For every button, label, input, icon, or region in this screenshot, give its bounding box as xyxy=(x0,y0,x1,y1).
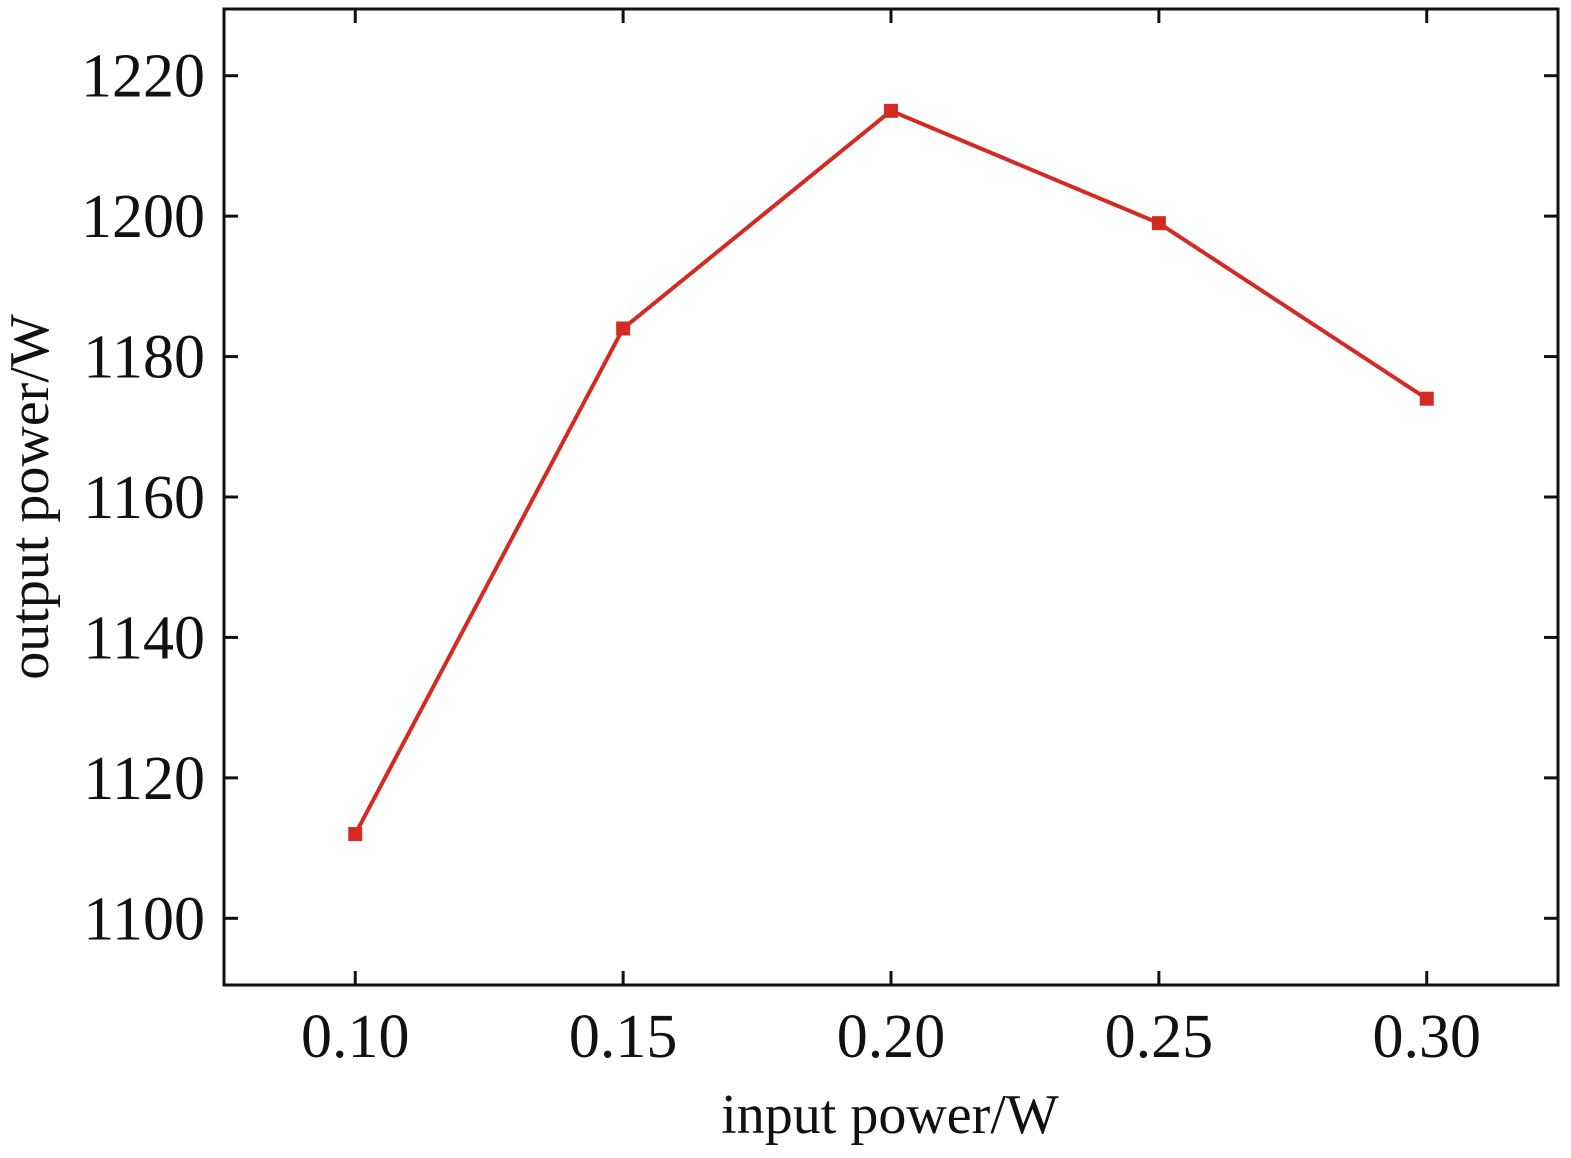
data-point-marker xyxy=(1419,391,1434,406)
plot-frame xyxy=(222,7,1560,987)
y-axis-ticks: 1100 1120 1140 1160 1180 1200 1220 xyxy=(81,43,1558,953)
y-tick-label: 1100 xyxy=(83,885,205,953)
y-axis-title: output power/W xyxy=(0,314,61,680)
y-tick-label: 1160 xyxy=(83,464,205,532)
x-axis-title: input power/W xyxy=(721,1084,1059,1146)
y-tick-label: 1200 xyxy=(81,183,205,251)
y-tick-label: 1220 xyxy=(81,43,205,111)
x-tick-label: 0.25 xyxy=(1105,1003,1214,1071)
x-axis-ticks: 0.10 0.15 0.20 0.25 0.30 xyxy=(301,9,1481,1071)
x-tick-label: 0.30 xyxy=(1372,1003,1481,1071)
data-point-marker xyxy=(1151,216,1166,231)
data-point-marker xyxy=(884,103,898,118)
y-tick-label: 1120 xyxy=(83,745,205,813)
x-tick-label: 0.20 xyxy=(837,1003,946,1071)
x-tick-label: 0.15 xyxy=(569,1003,678,1071)
data-point-marker xyxy=(348,827,363,842)
series-layer xyxy=(348,103,1434,842)
y-tick-label: 1140 xyxy=(83,604,205,672)
y-tick-label: 1180 xyxy=(83,324,205,392)
data-point-marker xyxy=(616,321,631,336)
x-tick-label: 0.10 xyxy=(301,1003,410,1071)
